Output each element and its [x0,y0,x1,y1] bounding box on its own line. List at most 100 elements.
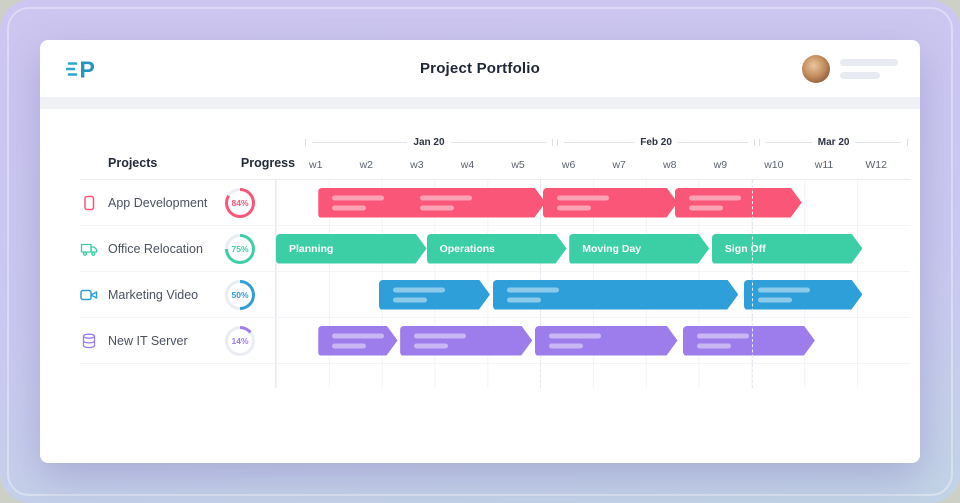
video-camera-icon [80,287,98,303]
month-tick [551,138,553,146]
bar-placeholder-lines [420,195,472,210]
gantt-bar[interactable] [318,326,397,356]
user-menu[interactable] [802,55,898,83]
month-segment: Feb 20 [555,134,757,150]
projects-column-header: Projects [80,133,233,179]
gantt-bar[interactable] [683,326,815,356]
project-cell: Marketing Video [80,287,205,303]
table-header: Projects Progress Jan 20 Feb 20 Mar 20 w1 w… [80,133,910,180]
database-icon [80,333,98,349]
project-name: New IT Server [108,333,188,348]
project-cell: Office Relocation [80,241,205,257]
month-label: Mar 20 [817,136,850,148]
month-label: Jan 20 [413,136,445,148]
gantt-spacer-row [80,364,910,388]
progress-cell: 84% [205,187,275,218]
progress-cell: 14% [205,325,275,356]
bar-placeholder-lines [689,195,741,210]
progress-value: 75% [231,243,249,254]
app-logo: P [65,54,104,89]
project-row[interactable]: New IT Server 14% [80,318,910,364]
bar-placeholder-lines [557,195,609,210]
gantt-bar[interactable]: Moving Day [569,234,709,264]
week-label: w10 [764,159,784,171]
project-cell: New IT Server [80,333,205,349]
week-label: w4 [460,159,475,171]
progress-header-label: Progress [240,156,296,170]
gantt-bar[interactable]: Operations [427,234,567,264]
project-name: App Development [108,195,208,210]
project-name: Office Relocation [108,241,203,256]
chart-header: Jan 20 Feb 20 Mar 20 w1 w2 w3 w4 w5 w6 w7 w8 w9 w10… [303,133,910,179]
gantt-bar-label: Planning [289,242,334,255]
app-window-icon [80,195,98,211]
bar-placeholder-lines [697,333,749,348]
gantt-bar[interactable] [543,188,678,218]
bar-placeholder-lines [332,333,384,348]
week-label: w5 [511,159,525,171]
bar-placeholder-lines [414,333,466,348]
month-tick [305,138,306,146]
user-avatar[interactable] [802,55,830,83]
progress-column-header: Progress [233,133,303,179]
month-label: Feb 20 [640,136,672,148]
week-label: w11 [814,159,834,171]
progress-value: 14% [231,335,249,346]
project-row[interactable]: Marketing Video 50% [80,272,910,318]
week-label: W12 [865,159,887,171]
progress-ring: 75% [225,233,255,264]
bar-placeholder-lines [507,287,559,302]
progress-cell: 50% [205,279,275,310]
project-name: Marketing Video [108,287,199,302]
gantt-bar[interactable] [535,326,678,356]
gantt-bar[interactable]: Sign Off [712,234,863,264]
gantt-bar[interactable] [675,188,802,218]
month-tick [907,138,908,146]
gantt-bar[interactable] [400,326,532,356]
user-name-placeholder [840,59,898,79]
months-row: Jan 20 Feb 20 Mar 20 [303,134,910,150]
progress-cell: 75% [205,233,275,264]
gantt-bar-label: Operations [439,242,495,255]
project-row[interactable]: Office Relocation 75% Planning Operations Mo… [80,226,910,272]
logo-letter: P [80,57,95,83]
projects-header-label: Projects [108,156,158,170]
progress-value: 50% [231,289,249,300]
gantt-lane: Planning Operations Moving Day Sign Off [275,226,910,271]
gantt-lane [275,180,910,225]
bar-placeholder-lines [332,195,384,210]
progress-ring: 50% [225,279,255,310]
gantt-lane [275,318,910,363]
project-row[interactable]: App Development 84% [80,180,910,226]
month-segment: Mar 20 [757,134,910,150]
project-cell: App Development [80,195,208,211]
month-tick [754,138,756,146]
bar-placeholder-lines [758,287,810,302]
gantt-bar[interactable]: Planning [276,234,427,264]
progress-ring: 14% [225,325,255,356]
app-window: P Project Portfolio Projects Progress [40,40,920,463]
week-label: w9 [713,159,728,171]
page-title: Project Portfolio [419,60,541,77]
weeks-row: w1 w2 w3 w4 w5 w6 w7 w8 w9 w10 w11 W12 [303,159,910,179]
month-tick [759,138,761,146]
gantt-bar-label: Moving Day [582,242,642,255]
progress-ring: 84% [225,187,255,218]
app-header: P Project Portfolio [40,40,920,98]
gantt-bar[interactable] [379,280,490,310]
month-segment: Jan 20 [303,134,555,150]
week-label: w8 [663,159,677,171]
week-label: w7 [612,159,626,171]
bar-placeholder-lines [393,287,445,302]
gantt-bar[interactable] [318,188,545,218]
gantt-bar[interactable] [744,280,863,310]
truck-icon [80,241,98,257]
placeholder-line [840,72,880,79]
gantt-body: App Development 84% Office Relocation 75% Pl… [80,180,910,388]
logo-icon: P [65,57,95,83]
week-label: w2 [359,159,374,171]
gantt-bar[interactable] [493,280,739,310]
month-tick [556,138,558,146]
gantt-bar-label: Sign Off [724,242,766,255]
gantt-table: Projects Progress Jan 20 Feb 20 Mar 20 w1 w… [40,109,920,388]
